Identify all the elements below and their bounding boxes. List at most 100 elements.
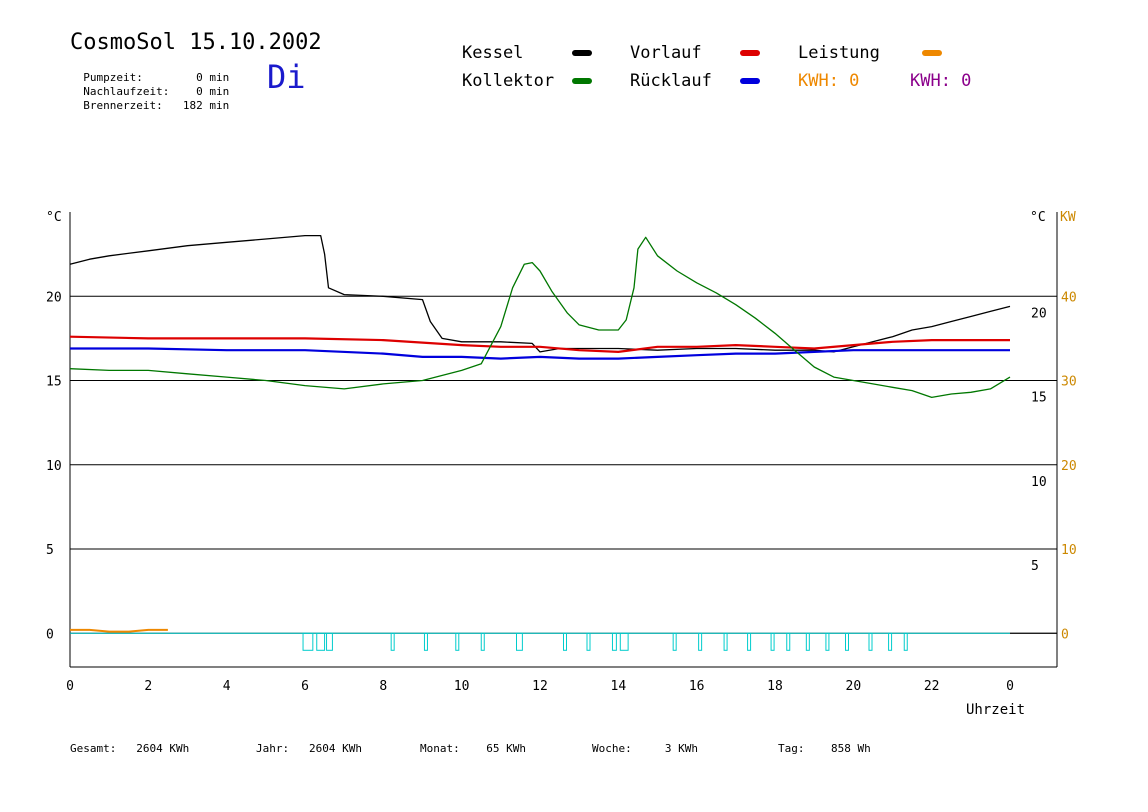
footer-woche: Woche: 3 KWh (592, 742, 698, 755)
y-tick-label-right: 15 (1031, 391, 1047, 406)
stat-label: Brennerzeit: (83, 99, 163, 112)
stat-value: 0 min (196, 71, 230, 84)
kw-tick-label: 10 (1061, 543, 1077, 558)
x-tick-label: 8 (379, 679, 387, 694)
legend-ruecklauf: Rücklauf (630, 71, 712, 91)
pump-pulse (672, 632, 677, 651)
chart-series (69, 234, 1011, 633)
pump-pulse (723, 632, 728, 651)
pump-pulse (480, 632, 485, 651)
kw-tick-label: 30 (1061, 375, 1077, 390)
pump-pulse (611, 632, 617, 651)
y-tick-label-left: 0 (46, 627, 54, 642)
legend-swatch-kollektor (572, 78, 592, 84)
footer-label: Tag: (778, 742, 805, 755)
stat-label: Pumpzeit: (83, 71, 143, 84)
footer-gesamt: Gesamt: 2604 KWh (70, 742, 189, 755)
pump-pulse (888, 632, 893, 651)
x-tick-label: 2 (144, 679, 152, 694)
x-axis-label: Uhrzeit (966, 702, 1025, 718)
kw-tick-label: 0 (1061, 627, 1069, 642)
y-tick-label-right: 5 (1031, 559, 1039, 574)
x-tick-label: 22 (924, 679, 940, 694)
y-tick-label-left: 20 (46, 290, 62, 305)
series-line-vorlauf (69, 335, 1010, 353)
pump-pulse (805, 632, 810, 651)
y-axis-label-kw: KW (1060, 210, 1076, 225)
legend-kessel: Kessel (462, 43, 524, 63)
legend-leistung: Leistung (798, 43, 880, 63)
y-axis-label-left: °C (46, 210, 62, 225)
legend-swatch-vorlauf (740, 50, 760, 56)
footer-label: Monat: (420, 742, 460, 755)
pump-pulse (770, 632, 775, 651)
x-tick-label: 20 (846, 679, 862, 694)
chart-tick-labels: 0 5 10 15 20 5 10 15 20 0 10 20 30 40 0 2 4 6 8 10 12 14 16 18 2… (46, 290, 1077, 694)
legend-swatch-leistung (922, 50, 942, 56)
footer-label: Gesamt: (70, 742, 117, 755)
pump-pulse (316, 632, 326, 651)
footer-value: 3 KWh (664, 742, 698, 755)
x-tick-label: 14 (611, 679, 627, 694)
chart-axes (69, 212, 1058, 668)
pump-pulse (903, 632, 908, 651)
pump-pulse (390, 632, 395, 651)
x-tick-label: 6 (301, 679, 309, 694)
pump-pulse (825, 632, 830, 651)
x-tick-label: 4 (223, 679, 231, 694)
x-tick-label: 18 (767, 679, 783, 694)
stat-value: 0 min (196, 85, 230, 98)
pump-pulse (845, 632, 849, 651)
series-line-leistung (70, 628, 168, 633)
y-axis-label-right: °C (1030, 210, 1046, 225)
legend-vorlauf: Vorlauf (630, 43, 702, 63)
pump-pulses (70, 632, 1057, 651)
footer-label: Woche: (592, 742, 632, 755)
x-tick-label: 0 (66, 679, 74, 694)
series-line-kollektor (69, 236, 1011, 399)
x-tick-label: 16 (689, 679, 705, 694)
kw-tick-label: 20 (1061, 459, 1077, 474)
pump-pulse (563, 632, 567, 651)
legend-swatch-kessel (572, 50, 592, 56)
y-tick-label-left: 5 (46, 543, 54, 558)
pump-pulse (326, 632, 333, 651)
footer-jahr: Jahr: 2604 KWh (256, 742, 362, 755)
stat-brennerzeit: Brennerzeit: 182 min (70, 86, 229, 112)
chart-grid (70, 295, 1057, 634)
legend-kwh-secondary: KWH: 0 (910, 71, 972, 91)
pump-pulse (302, 632, 314, 651)
series-line-ruecklauf (70, 347, 1010, 360)
pump-pulse (455, 632, 460, 651)
pump-pulse (786, 632, 791, 651)
pump-pulse (698, 632, 703, 651)
legend-kollektor: Kollektor (462, 71, 555, 91)
legend-swatch-ruecklauf (740, 78, 760, 84)
x-tick-label: 0 (1006, 679, 1014, 694)
stat-label: Nachlaufzeit: (83, 85, 170, 98)
kw-tick-label: 40 (1061, 290, 1077, 305)
x-tick-label: 12 (532, 679, 548, 694)
footer-value: 858 Wh (831, 742, 871, 755)
pump-pulse (868, 632, 873, 651)
y-tick-label-right: 20 (1031, 306, 1047, 321)
footer-value: 2604 KWh (136, 742, 190, 755)
stat-value: 182 min (182, 99, 230, 112)
pump-pulse (619, 632, 629, 651)
legend-kwh-leistung: KWH: 0 (798, 71, 860, 91)
footer-label: Jahr: (256, 742, 290, 755)
series-line-kessel (69, 234, 1011, 353)
y-tick-label-left: 10 (46, 459, 62, 474)
pump-pulse (586, 632, 591, 651)
pump-pulse (747, 632, 752, 651)
stat-nachlaufzeit: Nachlaufzeit: 0 min (70, 72, 229, 98)
pump-pulse (516, 632, 523, 651)
y-tick-label-right: 10 (1031, 475, 1047, 490)
footer-value: 65 KWh (486, 742, 526, 755)
pump-pulse (423, 632, 428, 651)
chart-title: CosmoSol 15.10.2002 (70, 30, 322, 55)
footer-value: 2604 KWh (309, 742, 362, 755)
footer-tag: Tag: 858 Wh (778, 742, 871, 755)
y-tick-label-left: 15 (46, 375, 62, 390)
